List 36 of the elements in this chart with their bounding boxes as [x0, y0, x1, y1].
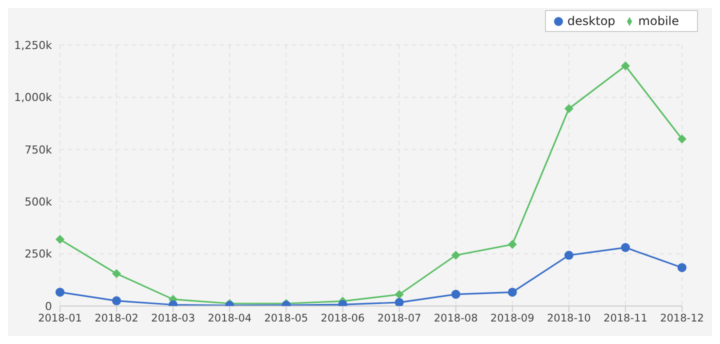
- x-tick-label: 2018-12: [660, 312, 704, 324]
- x-tick-label: 2018-09: [490, 312, 534, 324]
- legend-label: desktop: [567, 14, 616, 28]
- point: [564, 104, 574, 114]
- point: [112, 296, 122, 306]
- x-tick-label: 2018-02: [94, 312, 138, 324]
- point: [451, 290, 460, 299]
- point: [56, 288, 64, 297]
- y-tick-label: 500k: [24, 196, 53, 209]
- x-tick-label: 2018-11: [604, 312, 648, 324]
- x-tick-label: 2018-03: [151, 312, 196, 324]
- x-tick-label: 2018-06: [320, 312, 365, 324]
- point: [508, 240, 517, 249]
- x-tick-label: 2018-10: [546, 312, 591, 324]
- x-tick-label: 2018-08: [434, 312, 478, 324]
- x-tick-label: 2018-04: [208, 312, 252, 324]
- point: [620, 61, 630, 70]
- y-tick-label: 1,000k: [14, 91, 53, 104]
- y-tick-label: 0: [45, 300, 52, 313]
- legend-label: mobile: [638, 14, 679, 28]
- point: [620, 243, 630, 252]
- point: [451, 250, 460, 260]
- x-tick-label: 2018-01: [38, 312, 82, 324]
- point: [678, 134, 686, 144]
- y-tick-label: 750k: [24, 143, 53, 156]
- point: [678, 263, 686, 272]
- point: [508, 288, 517, 297]
- y-tick-label: 1,250k: [14, 38, 53, 52]
- x-tick-label: 2018-07: [377, 312, 422, 324]
- point: [394, 290, 404, 300]
- x-tick-label: 2018-05: [264, 312, 308, 324]
- y-tick-label: 250k: [24, 248, 53, 261]
- point: [564, 250, 574, 260]
- point: [394, 298, 404, 306]
- point: [112, 269, 122, 278]
- point: [56, 234, 64, 244]
